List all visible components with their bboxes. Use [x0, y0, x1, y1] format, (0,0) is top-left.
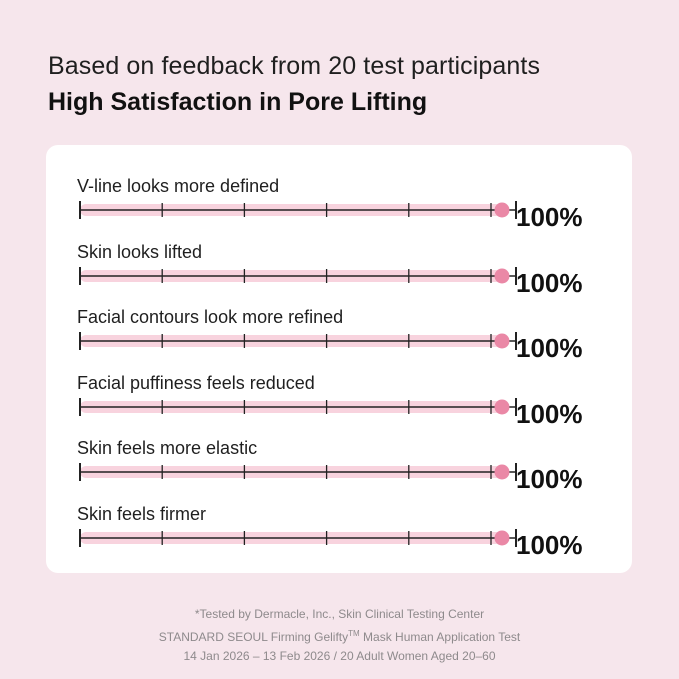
footnote: *Tested by Dermacle, Inc., Skin Clinical… [0, 605, 679, 666]
chart-row: V-line looks more defined 100% [46, 175, 632, 239]
category-label: Facial contours look more refined [77, 307, 344, 327]
category-label: Facial puffiness feels reduced [77, 372, 315, 393]
trademark-superscript: TM [348, 629, 360, 638]
value-label: 100% [516, 398, 583, 429]
value-label: 100% [516, 464, 583, 494]
value-label: 100% [516, 202, 583, 232]
footnote-line-1: *Tested by Dermacle, Inc., Skin Clinical… [194, 607, 485, 621]
chart-row: Facial puffiness feels reduced 100% [46, 372, 632, 436]
value-label: 100% [516, 267, 583, 298]
footnote-line-3: 14 Jan 2026 – 13 Feb 2026 / 20 Adult Wom… [183, 649, 496, 663]
value-marker [494, 530, 510, 545]
results-card: V-line looks more defined 100% Skin looks … [46, 145, 632, 573]
category-label: Skin feels firmer [77, 503, 207, 524]
footnote-line-2-post: Mask Human Application Test [359, 630, 521, 644]
chart-subtitle: Based on feedback from 20 test participa… [48, 52, 541, 80]
value-marker [494, 268, 510, 283]
value-marker [494, 399, 510, 414]
bar-track-svg [79, 332, 517, 350]
bar-track-svg [79, 397, 517, 416]
bar-track-svg [79, 266, 517, 285]
footnote-line-2: STANDARD SEOUL Firming GeliftyTM Mask Hu… [0, 624, 679, 647]
chart-row: Skin looks lifted 100% [46, 241, 632, 305]
value-marker [494, 202, 510, 218]
chart-row: Skin feels firmer 100% [46, 503, 632, 567]
bar-track-svg [79, 463, 517, 481]
chart-row: Skin feels more elastic 100% [46, 437, 632, 501]
value-label: 100% [516, 333, 583, 363]
chart-row: Facial contours look more refined 100% [46, 306, 632, 370]
bar-track-svg [79, 201, 517, 219]
value-marker [494, 333, 510, 349]
footnote-line-2-pre: STANDARD SEOUL Firming Gelifty [158, 630, 349, 644]
bar-track-svg [79, 528, 517, 547]
header: Based on feedback from 20 test participa… [48, 50, 659, 118]
category-label: V-line looks more defined [77, 176, 280, 196]
chart-title: High Satisfaction in Pore Lifting [48, 88, 428, 116]
category-label: Skin feels more elastic [77, 438, 258, 458]
category-label: Skin looks lifted [77, 241, 203, 262]
value-label: 100% [516, 529, 583, 560]
value-marker [494, 464, 510, 480]
